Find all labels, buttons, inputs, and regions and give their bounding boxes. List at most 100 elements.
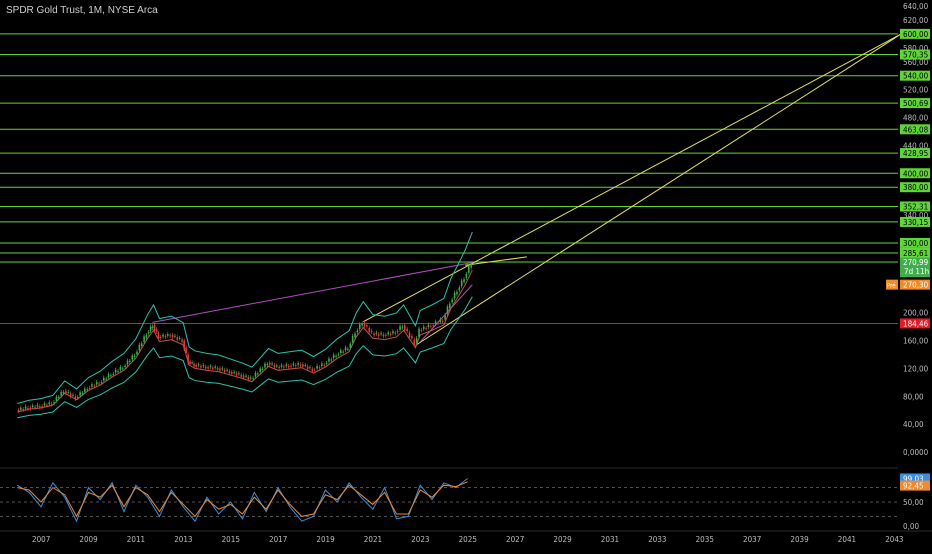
candle-body — [100, 382, 103, 384]
price-axis-tick: 120,00 — [903, 364, 929, 373]
price-axis-tick: 560,00 — [903, 58, 929, 67]
level-price-label: 300,00 — [903, 239, 929, 248]
level-price-tag — [900, 216, 930, 227]
time-axis-tick: 2013 — [174, 535, 192, 544]
candle-body — [349, 343, 352, 348]
candle-body — [166, 333, 169, 336]
bb-upper-line — [17, 231, 473, 404]
candle-body — [41, 406, 43, 408]
candle-body — [437, 322, 439, 324]
candle-body — [223, 369, 226, 372]
time-axis-tick: 2037 — [743, 535, 761, 544]
time-axis-tick: 2017 — [269, 535, 287, 544]
price-axis-tick: 640,00 — [903, 2, 929, 11]
candle-body — [157, 333, 160, 339]
channel-line[interactable] — [465, 256, 527, 266]
candle-body — [131, 355, 134, 360]
candle-body — [22, 409, 25, 411]
candle-body — [114, 369, 117, 373]
candle-body — [103, 377, 105, 381]
candle-body — [373, 333, 375, 336]
trend-line[interactable] — [419, 284, 473, 343]
candle-body — [415, 338, 418, 344]
candle-body — [46, 404, 48, 406]
candle-body — [396, 331, 399, 333]
candle-body — [55, 396, 58, 401]
osc-value-label: 99,03 — [903, 474, 924, 483]
candle-body — [43, 403, 46, 406]
time-axis-tick: 2043 — [885, 535, 903, 544]
candle-body — [361, 323, 363, 326]
time-axis-tick: 2009 — [79, 535, 98, 544]
candle-body — [266, 364, 269, 366]
candle-body — [29, 407, 32, 409]
stoch-k-line[interactable] — [17, 478, 468, 523]
candle-body — [318, 367, 321, 369]
candle-body — [413, 339, 416, 345]
candle-body — [204, 366, 207, 369]
candle-body — [149, 326, 152, 331]
bar-countdown: 7d 11h — [904, 267, 929, 276]
trend-line[interactable] — [152, 261, 473, 323]
candle-body — [212, 367, 214, 370]
stoch-d-line[interactable] — [17, 481, 468, 518]
candle-body — [36, 404, 39, 407]
price-axis-tick: 340,00 — [903, 211, 929, 220]
candle-body — [470, 263, 472, 268]
candle-body — [207, 366, 209, 369]
candle-body — [337, 354, 340, 356]
candle-body — [86, 389, 89, 391]
candle-body — [460, 280, 463, 287]
price-axis-tick: 580,00 — [903, 44, 929, 53]
candle-body — [425, 328, 427, 330]
level-price-tag — [900, 182, 930, 193]
time-axis-tick: 2039 — [790, 535, 809, 544]
candle-body — [185, 347, 187, 354]
candle-body — [340, 350, 342, 354]
last-price-label: 270,99 — [903, 258, 929, 267]
candle-body — [302, 364, 304, 367]
osc-axis-tick: 50,00 — [903, 498, 924, 507]
level-price-label: 330,15 — [903, 218, 928, 227]
level-price-label: 352,31 — [903, 202, 928, 211]
candle-body — [195, 364, 198, 367]
candle-body — [399, 326, 401, 330]
candle-body — [363, 322, 366, 327]
time-axis-tick: 2019 — [316, 535, 335, 544]
candle-body — [228, 371, 231, 374]
level-price-tag — [900, 28, 930, 39]
candle-body — [235, 373, 238, 376]
candle-body — [200, 365, 202, 368]
candle-body — [72, 394, 74, 396]
candle-body — [465, 274, 468, 278]
candle-body — [304, 365, 307, 367]
candle-body — [387, 332, 390, 335]
candle-body — [249, 377, 252, 379]
channel-line[interactable] — [363, 33, 902, 323]
channel-line[interactable] — [415, 33, 902, 346]
candle-body — [209, 366, 212, 368]
price-axis-tick: 440,00 — [903, 141, 929, 150]
candle-body — [332, 354, 335, 359]
candle-body — [159, 337, 162, 339]
candle-body — [299, 364, 302, 366]
candle-body — [117, 371, 119, 373]
candle-body — [252, 377, 254, 379]
candle-body — [171, 334, 174, 338]
candle-body — [133, 355, 136, 357]
candle-body — [189, 361, 191, 364]
candle-body — [119, 366, 122, 370]
candle-body — [214, 366, 216, 368]
candle-body — [39, 406, 41, 408]
candle-body — [294, 365, 297, 367]
candle-body — [306, 366, 309, 369]
candle-body — [69, 393, 72, 397]
candle-body — [143, 336, 145, 342]
candle-body — [446, 306, 449, 314]
candle-body — [259, 368, 262, 373]
candle-body — [88, 387, 91, 389]
level-price-label: 428,95 — [903, 149, 928, 158]
level-price-tag — [900, 49, 930, 60]
